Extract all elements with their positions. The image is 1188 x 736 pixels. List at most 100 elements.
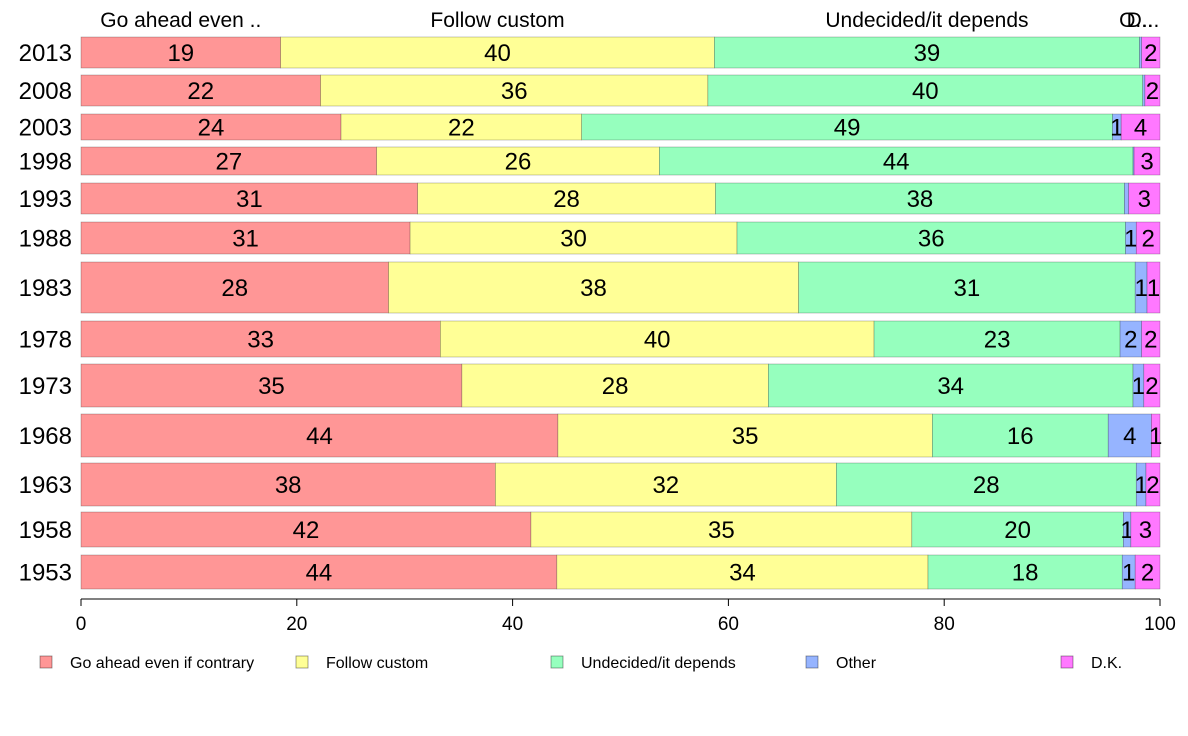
bar-segment: [581, 113, 1113, 141]
data-label: 1: [1122, 560, 1135, 587]
data-label: 24: [198, 115, 225, 142]
bar-segment: [417, 182, 716, 215]
data-label: 27: [215, 149, 242, 176]
legend-item: Follow custom: [295, 655, 428, 672]
bar-segment: [1134, 554, 1161, 590]
bar-segment: [1120, 113, 1161, 141]
data-label: 42: [293, 517, 320, 544]
category-label: 1958: [19, 517, 72, 544]
category-label: 1998: [19, 149, 72, 176]
data-label: 49: [834, 115, 861, 142]
bar-segment: [798, 261, 1136, 314]
bar-row-1973: 35 28 34 1 2: [80, 363, 1161, 408]
data-label: 28: [221, 275, 248, 302]
category-label: 1978: [19, 327, 72, 354]
category-label: 1973: [19, 373, 72, 400]
category-label: 1993: [19, 186, 72, 213]
data-label: 40: [912, 78, 939, 105]
x-tick-label: 100: [1144, 614, 1176, 635]
data-label: 40: [484, 40, 511, 67]
bar-segment: [556, 554, 929, 590]
bar-segment: [736, 221, 1126, 255]
data-label: 44: [306, 423, 333, 450]
data-label: 1: [1149, 423, 1162, 450]
bar-segment: [320, 74, 709, 107]
data-label: 1: [1134, 275, 1147, 302]
legend-label: D.K.: [1091, 655, 1122, 672]
data-label: 28: [602, 373, 629, 400]
x-tick-label: 20: [286, 614, 307, 635]
data-label: 3: [1139, 517, 1152, 544]
bar-segment: [80, 74, 321, 107]
data-label: 1: [1110, 115, 1123, 142]
bar-segment: [768, 363, 1134, 408]
bar-segment: [1133, 146, 1161, 176]
category-label: 2013: [19, 40, 72, 67]
data-label: 31: [232, 226, 259, 253]
bar-segment: [461, 363, 769, 408]
bar-row-1978: 33 40 23 2 2: [80, 320, 1161, 358]
bar-segment: [932, 413, 1109, 458]
data-label: 2: [1145, 373, 1158, 400]
category-label: 1953: [19, 560, 72, 587]
data-label: 34: [937, 373, 964, 400]
legend-item: D.K.: [1060, 655, 1122, 672]
data-label: 2: [1146, 78, 1159, 105]
category-label: 2003: [19, 115, 72, 142]
data-label: 2: [1141, 226, 1154, 253]
bar-row-1968: 44 35 16 4 1: [80, 413, 1162, 458]
year-axis-labels: 2013 2008 2003 1998 1993 1988 1983 1978 1973 1968…: [19, 40, 72, 587]
bar-segment: [1142, 74, 1146, 107]
category-label: 1988: [19, 226, 72, 253]
bar-segment: [873, 320, 1121, 358]
bar-segment: [707, 74, 1144, 107]
bar-segment: [927, 554, 1123, 590]
bar-segment: [1141, 36, 1161, 69]
legend-label: Go ahead even if contrary: [70, 655, 254, 672]
data-label: 16: [1007, 423, 1034, 450]
data-label: 19: [167, 40, 194, 67]
bar-segment: [376, 146, 660, 176]
category-label: 1983: [19, 275, 72, 302]
data-label: 33: [247, 327, 274, 354]
series-header-label: Follow custom: [430, 9, 564, 32]
x-tick-label: 60: [718, 614, 739, 635]
bar-segment: [1130, 511, 1161, 548]
legend-swatch: [1060, 655, 1074, 669]
data-label: 38: [275, 472, 302, 499]
data-label: 35: [732, 423, 759, 450]
bar-segment: [659, 146, 1134, 176]
data-label: 26: [505, 149, 532, 176]
bar-row-2013: 19 40 39 2: [80, 36, 1161, 69]
series-header-label: D...: [1127, 9, 1160, 32]
bar-segment: [1143, 363, 1161, 408]
data-label: 28: [973, 472, 1000, 499]
data-label: 36: [501, 78, 528, 105]
bar-rows: 19 40 39 222 36 40 224 22 49 1 427 26 44 331 28 38 331 30…: [80, 36, 1162, 590]
bar-segment: [1139, 36, 1142, 69]
bar-segment: [80, 413, 559, 458]
bar-segment: [835, 462, 1137, 507]
series-header-label: Go ahead even ..: [100, 9, 261, 32]
bar-row-1963: 38 32 28 12: [80, 462, 1161, 507]
data-label: 2: [1146, 472, 1159, 499]
data-label: 20: [1004, 517, 1031, 544]
data-label: 4: [1134, 115, 1147, 142]
legend-item: Other: [805, 655, 877, 672]
series-header-label: Undecided/it depends: [825, 9, 1028, 32]
bar-segment: [80, 146, 377, 176]
data-label: 44: [306, 560, 333, 587]
category-label: 1968: [19, 423, 72, 450]
data-label: 4: [1123, 423, 1136, 450]
data-label: 22: [187, 78, 214, 105]
data-label: 2: [1124, 327, 1137, 354]
bar-segment: [80, 221, 411, 255]
legend-label: Other: [836, 655, 877, 672]
data-label: 38: [580, 275, 607, 302]
bar-segment: [80, 113, 342, 141]
bar-segment: [1124, 182, 1130, 215]
data-label: 35: [258, 373, 285, 400]
bar-segment: [1151, 413, 1161, 458]
x-axis: 0 20 40 60 80 100: [76, 598, 1176, 635]
